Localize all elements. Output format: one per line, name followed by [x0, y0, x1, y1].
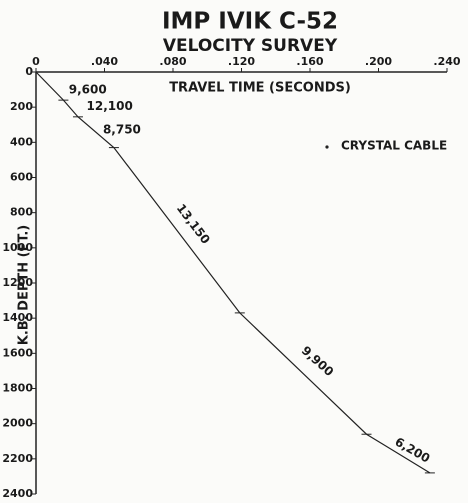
y-tick-label: 600: [10, 171, 33, 184]
y-tick-label: 0: [25, 65, 33, 78]
segment-label: 6,200: [393, 435, 433, 466]
chart-subtitle: VELOCITY SURVEY: [163, 36, 338, 56]
x-tick-label: .120: [228, 55, 255, 68]
segment-label: 12,100: [87, 99, 133, 113]
x-tick-label: .040: [91, 55, 118, 68]
segment-label: 9,900: [299, 343, 337, 379]
x-axis-label: TRAVEL TIME (SECONDS): [169, 81, 351, 96]
segment-label: 9,600: [69, 83, 107, 97]
chart-title: IMP IVIK C-52: [162, 9, 338, 35]
y-tick-label: 400: [10, 135, 33, 148]
x-tick-label: 0: [32, 55, 40, 68]
x-tick-label: .200: [365, 55, 392, 68]
y-tick-label: 800: [10, 206, 33, 219]
x-tick-label: .240: [433, 55, 460, 68]
y-tick-label: 1800: [2, 382, 33, 395]
y-tick-label: 1000: [2, 241, 33, 254]
y-tick-label: 1200: [2, 276, 33, 289]
y-tick-label: 1600: [2, 346, 33, 359]
y-tick-label: 2400: [2, 487, 33, 500]
y-tick-label: 1400: [2, 311, 33, 324]
segment-label: 13,150: [174, 201, 213, 246]
x-tick-label: .160: [296, 55, 323, 68]
legend-marker: [325, 145, 329, 149]
y-tick-label: 2200: [2, 452, 33, 465]
y-tick-label: 200: [10, 100, 33, 113]
y-axis-label: K.B. DEPTH (FT.): [17, 225, 32, 345]
segment-label: 8,750: [103, 123, 141, 137]
x-tick-label: .080: [159, 55, 186, 68]
y-tick-label: 2000: [2, 417, 33, 430]
legend-label: CRYSTAL CABLE: [341, 139, 447, 153]
data-line: [35, 71, 431, 474]
